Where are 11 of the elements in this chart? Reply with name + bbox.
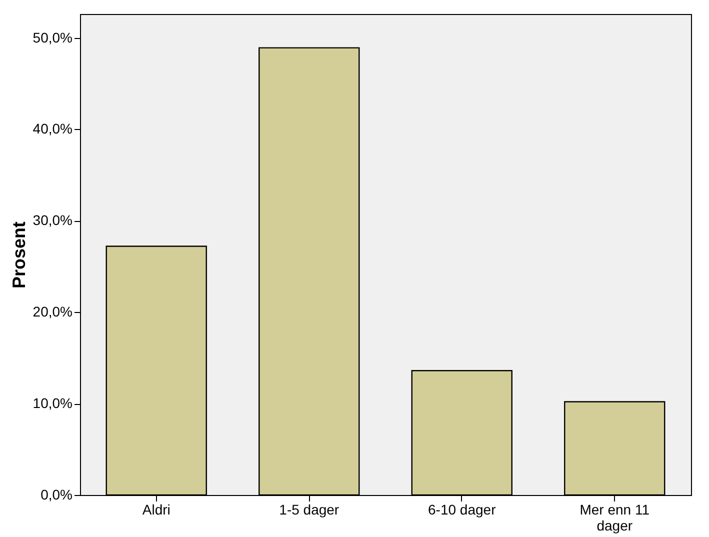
- x-tick-label: Aldri: [142, 502, 170, 518]
- y-tick-label: 0,0%: [40, 486, 72, 502]
- y-axis-title: Prosent: [8, 221, 29, 289]
- x-tick-label: Mer enn 11 dager: [580, 502, 650, 534]
- y-tick-label: 30,0%: [32, 212, 72, 228]
- x-tick-label: 6-10 dager: [428, 502, 496, 518]
- x-tick-label: 1-5 dager: [279, 502, 340, 518]
- y-tick-label: 40,0%: [32, 120, 72, 137]
- y-tick-label: 10,0%: [32, 395, 72, 412]
- y-tick-label: 50,0%: [32, 29, 72, 46]
- y-tick-label: 20,0%: [32, 304, 72, 320]
